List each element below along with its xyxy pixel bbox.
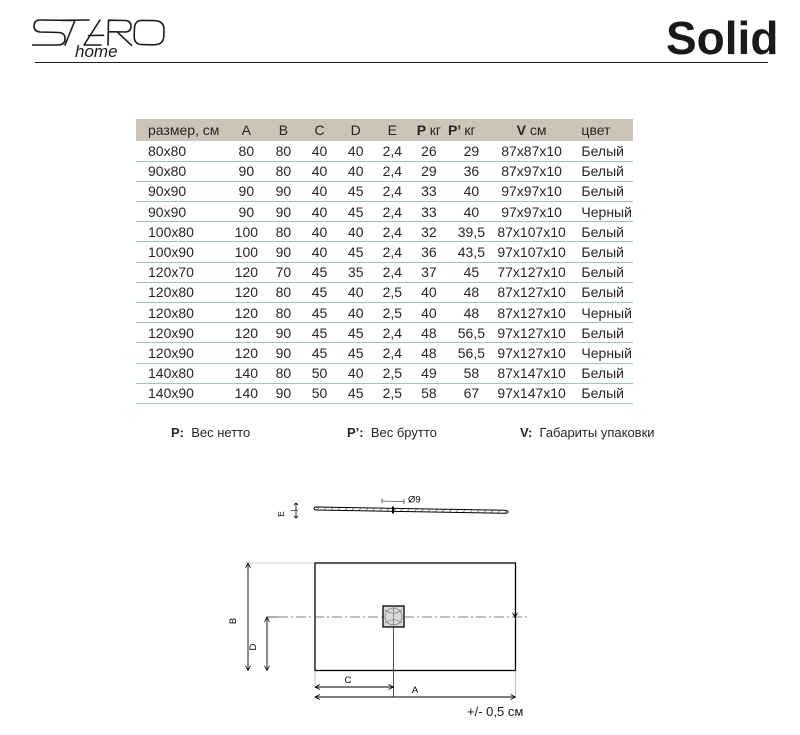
- svg-text:E: E: [276, 511, 286, 517]
- svg-text:B: B: [228, 618, 239, 624]
- svg-text:A: A: [412, 685, 419, 696]
- svg-text:C: C: [345, 675, 352, 686]
- svg-text:D: D: [248, 643, 259, 650]
- svg-text:Ø9: Ø9: [408, 495, 421, 506]
